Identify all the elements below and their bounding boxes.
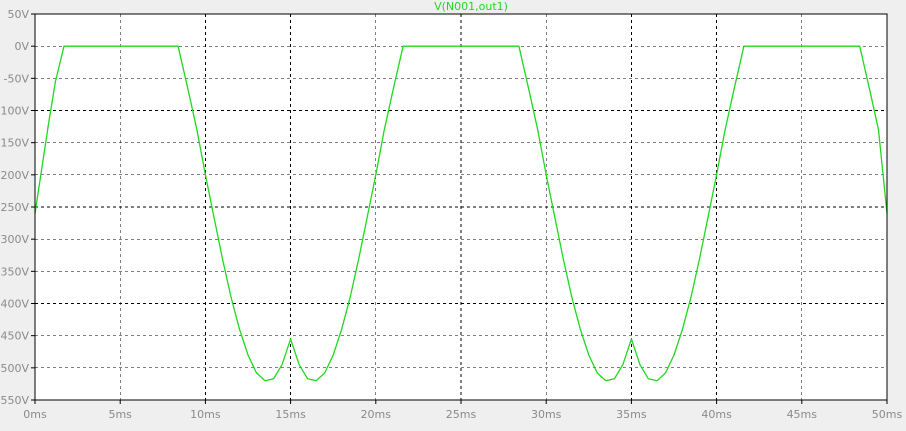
y-tick-label: -200V bbox=[0, 169, 29, 182]
y-tick-label: -550V bbox=[0, 394, 29, 407]
x-tick-label: 50ms bbox=[872, 408, 903, 421]
y-tick-label: 0V bbox=[14, 40, 29, 53]
x-tick-label: 10ms bbox=[190, 408, 221, 421]
y-tick-label: 50V bbox=[7, 8, 29, 21]
trace-title[interactable]: V(N001,out1) bbox=[434, 0, 508, 13]
y-tick-label: -400V bbox=[0, 298, 29, 311]
x-tick-label: 30ms bbox=[531, 408, 562, 421]
x-tick-label: 0ms bbox=[23, 408, 47, 421]
y-axis-ticks: 50V 0V -50V -100V -150V -200V -250V -300V -350V -… bbox=[0, 8, 35, 407]
y-tick-label: -250V bbox=[0, 201, 29, 214]
grid-lines bbox=[35, 14, 887, 400]
x-tick-label: 25ms bbox=[446, 408, 477, 421]
y-tick-label: -450V bbox=[0, 330, 29, 343]
y-tick-label: -50V bbox=[4, 72, 30, 85]
x-axis-ticks: 0ms 5ms 10ms 15ms 20ms 25ms 30ms 35ms 40ms 45ms 50… bbox=[23, 400, 902, 421]
x-tick-label: 45ms bbox=[787, 408, 818, 421]
y-tick-label: -500V bbox=[0, 362, 29, 375]
y-tick-label: -300V bbox=[0, 233, 29, 246]
y-tick-label: -100V bbox=[0, 105, 29, 118]
x-tick-label: 35ms bbox=[616, 408, 647, 421]
series-line[interactable] bbox=[34, 45, 888, 382]
x-tick-label: 15ms bbox=[275, 408, 306, 421]
y-tick-label: -350V bbox=[0, 265, 29, 278]
x-tick-label: 5ms bbox=[108, 408, 132, 421]
x-tick-label: 40ms bbox=[701, 408, 732, 421]
y-tick-label: -150V bbox=[0, 137, 29, 150]
x-tick-label: 20ms bbox=[361, 408, 392, 421]
trace-layer bbox=[34, 45, 888, 382]
